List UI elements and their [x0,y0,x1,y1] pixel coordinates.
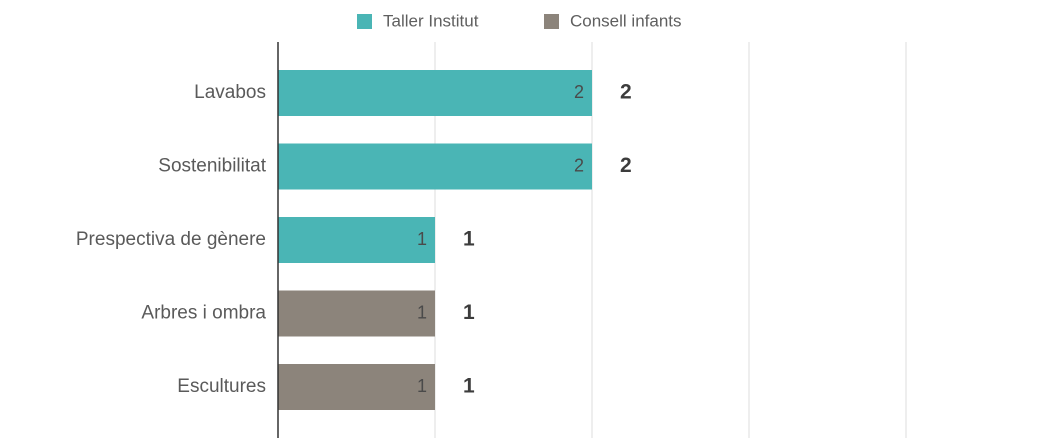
bar-total-label: 1 [463,228,475,251]
bar-total-label: 2 [620,81,632,104]
bar-value-label: 1 [417,376,427,396]
bar-consell-infants [278,290,435,337]
legend: Taller Institut Consell infants [357,11,682,30]
bar-total-label: 2 [620,154,632,177]
legend-label: Taller Institut [383,11,479,30]
legend-swatch [544,14,559,29]
category-label: Sostenibilitat [158,156,266,177]
bar-value-label: 1 [417,229,427,249]
bar-total-label: 1 [463,301,475,324]
category-label: Escultures [177,376,266,397]
category-label: Prespectiva de gènere [76,229,266,250]
legend-label: Consell infants [570,11,682,30]
legend-swatch [357,14,372,29]
bar-value-label: 2 [574,82,584,102]
bar-taller-institut [278,70,592,116]
bar-value-label: 1 [417,302,427,322]
bar-consell-infants [278,364,435,410]
bar-taller-institut [278,217,435,263]
category-label: Arbres i ombra [141,303,266,324]
bar-total-label: 1 [463,375,475,398]
bar-value-label: 2 [574,155,584,175]
category-label: Lavabos [194,82,266,103]
bar-taller-institut [278,143,592,190]
category-labels: Lavabos Sostenibilitat Prespectiva de gène… [76,82,267,397]
bars: 2 2 2 2 1 1 1 1 1 1 [278,70,632,410]
